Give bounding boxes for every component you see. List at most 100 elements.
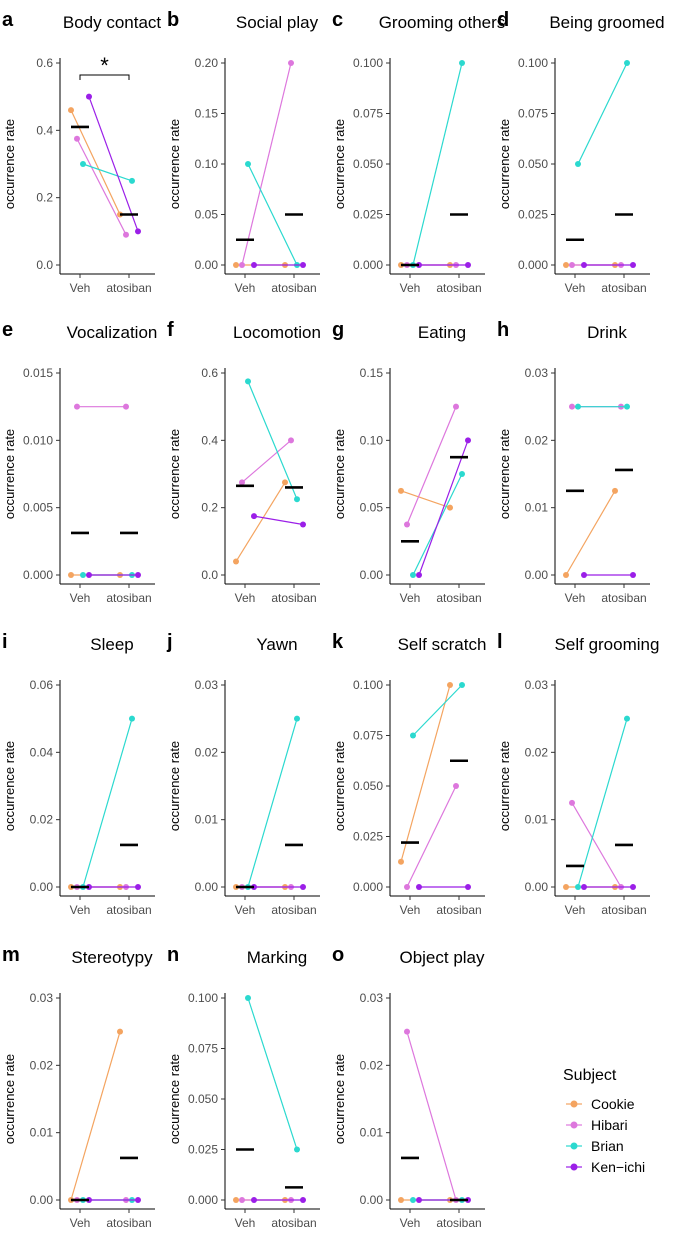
y-tick-label: 0.2	[36, 191, 53, 205]
data-point	[245, 378, 251, 385]
x-tick-label: Veh	[400, 1216, 421, 1230]
data-point	[288, 437, 294, 444]
data-point	[398, 1197, 404, 1203]
y-tick-label: 0.025	[353, 830, 383, 844]
y-tick-label: 0.02	[525, 745, 549, 759]
data-point	[447, 682, 453, 688]
y-tick-label: 0.000	[23, 568, 53, 582]
data-point	[624, 60, 630, 66]
legend-label: Cookie	[591, 1096, 635, 1112]
x-tick-label: atosiban	[601, 281, 646, 295]
y-axis-label: occurrence rate	[167, 119, 182, 209]
series-line-hibari	[406, 785, 457, 888]
significance-marker: *	[100, 53, 109, 78]
x-tick-label: atosiban	[436, 1216, 481, 1230]
data-point	[294, 715, 300, 722]
data-point	[86, 572, 92, 578]
y-axis-label: occurrence rate	[332, 1054, 347, 1144]
data-point	[465, 884, 471, 890]
y-axis-label: occurrence rate	[332, 429, 347, 519]
data-point	[239, 262, 245, 268]
series-line-cookie	[565, 490, 616, 576]
data-point	[453, 403, 459, 410]
data-point	[569, 403, 575, 410]
panel-letter: l	[497, 631, 503, 653]
y-tick-label: 0.050	[353, 157, 383, 171]
data-point	[282, 479, 288, 486]
y-tick-label: 0.00	[525, 880, 549, 894]
y-tick-label: 0.00	[195, 880, 219, 894]
series-line-brian	[577, 62, 628, 165]
panel-b: b Social play 0.00 0.05 0.10 0.15 0.20 Veh atosi…	[167, 9, 320, 295]
y-tick-label: 0.2	[201, 501, 218, 515]
data-point	[447, 504, 453, 511]
data-point	[459, 60, 465, 66]
data-point	[404, 1028, 410, 1035]
x-tick-label: atosiban	[601, 591, 646, 605]
legend-key-point	[570, 1142, 578, 1150]
panel-d: d Being groomed 0.000 0.025 0.050 0.075 0.100 V…	[497, 9, 665, 295]
y-axis-label: occurrence rate	[497, 119, 512, 209]
data-point	[581, 572, 587, 578]
y-tick-label: 0.02	[195, 745, 219, 759]
data-point	[410, 1197, 416, 1203]
y-tick-label: 0.03	[525, 366, 549, 380]
data-point	[465, 262, 471, 268]
data-point	[612, 487, 618, 494]
data-point	[581, 884, 587, 890]
data-point	[569, 262, 575, 268]
panel-n: n Marking 0.000 0.025 0.050 0.075 0.100 Veh atos…	[167, 944, 320, 1230]
panel-title: Body contact	[63, 13, 162, 32]
y-tick-label: 0.06	[30, 678, 54, 692]
data-point	[74, 403, 80, 410]
x-tick-label: atosiban	[271, 281, 316, 295]
x-tick-label: Veh	[235, 281, 256, 295]
data-point	[245, 995, 251, 1001]
significance-bracket	[79, 74, 130, 80]
x-tick-label: atosiban	[436, 903, 481, 917]
y-axis-label: occurrence rate	[167, 741, 182, 831]
data-point	[135, 1197, 141, 1203]
panel-title: Marking	[247, 948, 307, 967]
x-tick-label: atosiban	[106, 591, 151, 605]
data-point	[300, 521, 306, 528]
series-line-brian	[247, 997, 298, 1150]
data-point	[398, 487, 404, 494]
y-tick-label: 0.005	[23, 501, 53, 515]
x-tick-label: Veh	[235, 903, 256, 917]
panel-title: Being groomed	[549, 13, 664, 32]
x-tick-label: Veh	[70, 281, 91, 295]
data-point	[404, 521, 410, 528]
data-point	[575, 403, 581, 410]
y-tick-label: 0.050	[518, 157, 548, 171]
panel-o: o Object play 0.00 0.01 0.02 0.03 Veh atosiban o…	[332, 944, 485, 1230]
x-tick-label: Veh	[400, 591, 421, 605]
y-tick-label: 0.03	[30, 991, 54, 1005]
x-tick-label: atosiban	[271, 903, 316, 917]
panel-title: Yawn	[256, 635, 297, 654]
legend-label: Brian	[591, 1138, 624, 1154]
series-line-ken−ichi	[253, 515, 304, 526]
x-tick-label: Veh	[565, 591, 586, 605]
y-tick-label: 0.03	[525, 678, 549, 692]
data-point	[563, 572, 569, 578]
series-line-brian	[577, 718, 628, 888]
y-tick-label: 0.01	[525, 501, 549, 515]
y-tick-label: 0.100	[188, 991, 218, 1005]
data-point	[404, 884, 410, 890]
series-line-brian	[247, 718, 298, 888]
data-point	[300, 884, 306, 890]
y-tick-label: 0.00	[30, 880, 54, 894]
data-point	[74, 135, 80, 142]
panel-title: Drink	[587, 323, 627, 342]
x-tick-label: atosiban	[436, 591, 481, 605]
y-tick-label: 0.01	[360, 1126, 384, 1140]
y-tick-label: 0.100	[353, 56, 383, 70]
y-tick-label: 0.04	[30, 745, 54, 759]
data-point	[569, 799, 575, 806]
y-tick-label: 0.000	[353, 258, 383, 272]
x-tick-label: Veh	[70, 903, 91, 917]
y-tick-label: 0.015	[23, 366, 53, 380]
x-tick-label: Veh	[400, 281, 421, 295]
y-tick-label: 0.02	[360, 1058, 384, 1072]
